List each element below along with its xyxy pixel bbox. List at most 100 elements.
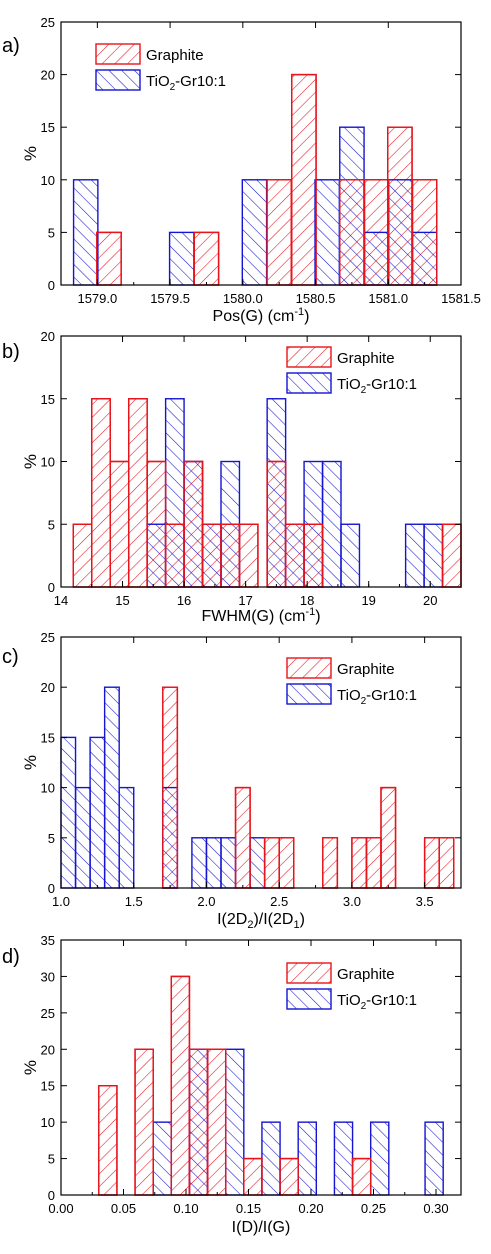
graphite-bar bbox=[193, 231, 220, 286]
x-tick-label: 0.00 bbox=[48, 1201, 73, 1216]
tio2-bar bbox=[205, 837, 222, 889]
chart-panel-1: b) 14 15 16 17 18 19 20 0 5 10 15 20% FWHM(G) (cm-1) G… bbox=[2, 329, 462, 625]
y-tick-label: 20 bbox=[41, 680, 55, 695]
panel-label: d) bbox=[2, 946, 20, 968]
legend-label-graphite: Graphite bbox=[337, 350, 395, 367]
legend-label-tio2: TiO2-Gr10:1 bbox=[337, 376, 417, 396]
tio2-bar bbox=[363, 231, 390, 286]
tio2-bar bbox=[152, 1121, 173, 1196]
tio2-bar bbox=[164, 398, 185, 588]
x-tick-label: 0.20 bbox=[298, 1201, 323, 1216]
tio2-bar bbox=[340, 523, 361, 588]
x-tick-label: 17 bbox=[238, 593, 252, 608]
y-tick-label: 30 bbox=[41, 969, 55, 984]
plot-frame bbox=[60, 21, 462, 286]
legend-label-graphite: Graphite bbox=[146, 47, 204, 64]
x-tick-label: 2.0 bbox=[197, 894, 215, 909]
tio2-bar bbox=[201, 523, 222, 588]
y-axis-label: % bbox=[21, 1060, 40, 1075]
tio2-bar bbox=[321, 460, 342, 588]
x-tick-label: 16 bbox=[177, 593, 191, 608]
plot-frame bbox=[60, 939, 462, 1196]
tio2-bar bbox=[369, 1121, 390, 1196]
tio2-bar bbox=[183, 460, 204, 588]
tio2-bar bbox=[387, 179, 413, 286]
tio2-bar bbox=[404, 523, 425, 588]
x-tick-label: 1.5 bbox=[125, 894, 143, 909]
x-tick-label: 0.15 bbox=[236, 1201, 261, 1216]
y-tick-label: 0 bbox=[48, 278, 55, 293]
x-axis-label: FWHM(G) (cm-1) bbox=[201, 606, 320, 625]
x-tick-label: 1579.5 bbox=[150, 291, 190, 306]
x-tick-label: 1579.0 bbox=[77, 291, 117, 306]
plot-frame bbox=[60, 636, 462, 889]
x-axis-label: Pos(G) (cm-1) bbox=[213, 306, 310, 325]
legend-label-tio2: TiO2-Gr10:1 bbox=[337, 687, 417, 707]
panel-label: b) bbox=[2, 341, 20, 363]
x-axis-label: I(2D2)/I(2D1) bbox=[217, 911, 305, 931]
chart-panel-0: a) 1579.0 1579.5 1580.0 1580.5 1581.0 1581.5 0 5… bbox=[2, 15, 481, 325]
graphite-bar bbox=[234, 786, 251, 889]
graphite-bar bbox=[291, 73, 317, 286]
y-tick-label: 25 bbox=[41, 1006, 55, 1021]
y-axis-label: % bbox=[21, 755, 40, 770]
graphite-bar bbox=[279, 1157, 299, 1196]
tio2-bar bbox=[118, 786, 135, 889]
y-tick-label: 20 bbox=[41, 329, 55, 344]
x-tick-label: 3.0 bbox=[343, 894, 361, 909]
x-tick-label: 20 bbox=[423, 593, 437, 608]
graphite-bar bbox=[170, 975, 191, 1196]
x-tick-label: 2.5 bbox=[270, 894, 288, 909]
tio2-bar bbox=[103, 686, 120, 889]
x-tick-label: 0.25 bbox=[361, 1201, 386, 1216]
y-tick-label: 5 bbox=[48, 1152, 55, 1167]
tio2-bar bbox=[314, 179, 341, 286]
x-tick-label: 15 bbox=[115, 593, 129, 608]
legend-swatch-tio2 bbox=[286, 372, 332, 394]
y-tick-label: 10 bbox=[41, 1115, 55, 1130]
y-tick-label: 10 bbox=[41, 455, 55, 470]
graphite-bar bbox=[96, 231, 122, 286]
tio2-bar bbox=[168, 231, 195, 286]
legend-swatch-graphite bbox=[286, 962, 332, 984]
y-tick-label: 5 bbox=[48, 517, 55, 532]
tio2-bar bbox=[333, 1121, 354, 1196]
graphite-bar bbox=[72, 523, 93, 588]
tio2-bar bbox=[72, 179, 99, 286]
y-tick-label: 0 bbox=[48, 881, 55, 896]
x-tick-label: 0.30 bbox=[423, 1201, 448, 1216]
graphite-bar bbox=[365, 837, 382, 889]
tio2-bar bbox=[261, 1121, 281, 1196]
y-tick-label: 15 bbox=[41, 1079, 55, 1094]
graphite-bar bbox=[380, 786, 397, 889]
x-tick-label: 14 bbox=[54, 593, 68, 608]
legend-swatch-tio2 bbox=[95, 69, 141, 91]
tio2-bar bbox=[89, 736, 106, 889]
chart-panel-2: c) 1.0 1.5 2.0 2.5 3.0 3.5 0 5 10 15 20 25% I(2D2)/I(… bbox=[2, 630, 462, 931]
legend-swatch-tio2 bbox=[286, 988, 332, 1010]
y-tick-label: 35 bbox=[41, 933, 55, 948]
x-tick-label: 1581.5 bbox=[441, 291, 481, 306]
chart-panel-3: d) 0.00 0.05 0.10 0.15 0.20 0.25 0.30 0 5 10 15 20 25… bbox=[2, 933, 462, 1236]
y-tick-label: 20 bbox=[41, 68, 55, 83]
panel-label: c) bbox=[2, 646, 19, 668]
graphite-bar bbox=[263, 837, 280, 889]
y-axis-label: % bbox=[21, 146, 40, 161]
y-tick-label: 20 bbox=[41, 1042, 55, 1057]
y-tick-label: 15 bbox=[41, 392, 55, 407]
legend-swatch-graphite bbox=[286, 657, 332, 679]
x-tick-label: 19 bbox=[361, 593, 375, 608]
y-tick-label: 15 bbox=[41, 730, 55, 745]
legend-swatch-tio2 bbox=[286, 683, 332, 705]
tio2-bar bbox=[60, 736, 77, 889]
x-tick-label: 0.10 bbox=[173, 1201, 198, 1216]
legend-label-tio2: TiO2-Gr10:1 bbox=[146, 73, 226, 93]
x-tick-label: 1580.5 bbox=[296, 291, 336, 306]
graphite-bar bbox=[423, 837, 440, 889]
graphite-bar bbox=[351, 837, 368, 889]
tio2-bar bbox=[297, 1121, 318, 1196]
graphite-bar bbox=[109, 460, 130, 588]
y-tick-label: 0 bbox=[48, 580, 55, 595]
graphite-bar bbox=[206, 1048, 227, 1196]
graphite-bar bbox=[91, 398, 111, 588]
